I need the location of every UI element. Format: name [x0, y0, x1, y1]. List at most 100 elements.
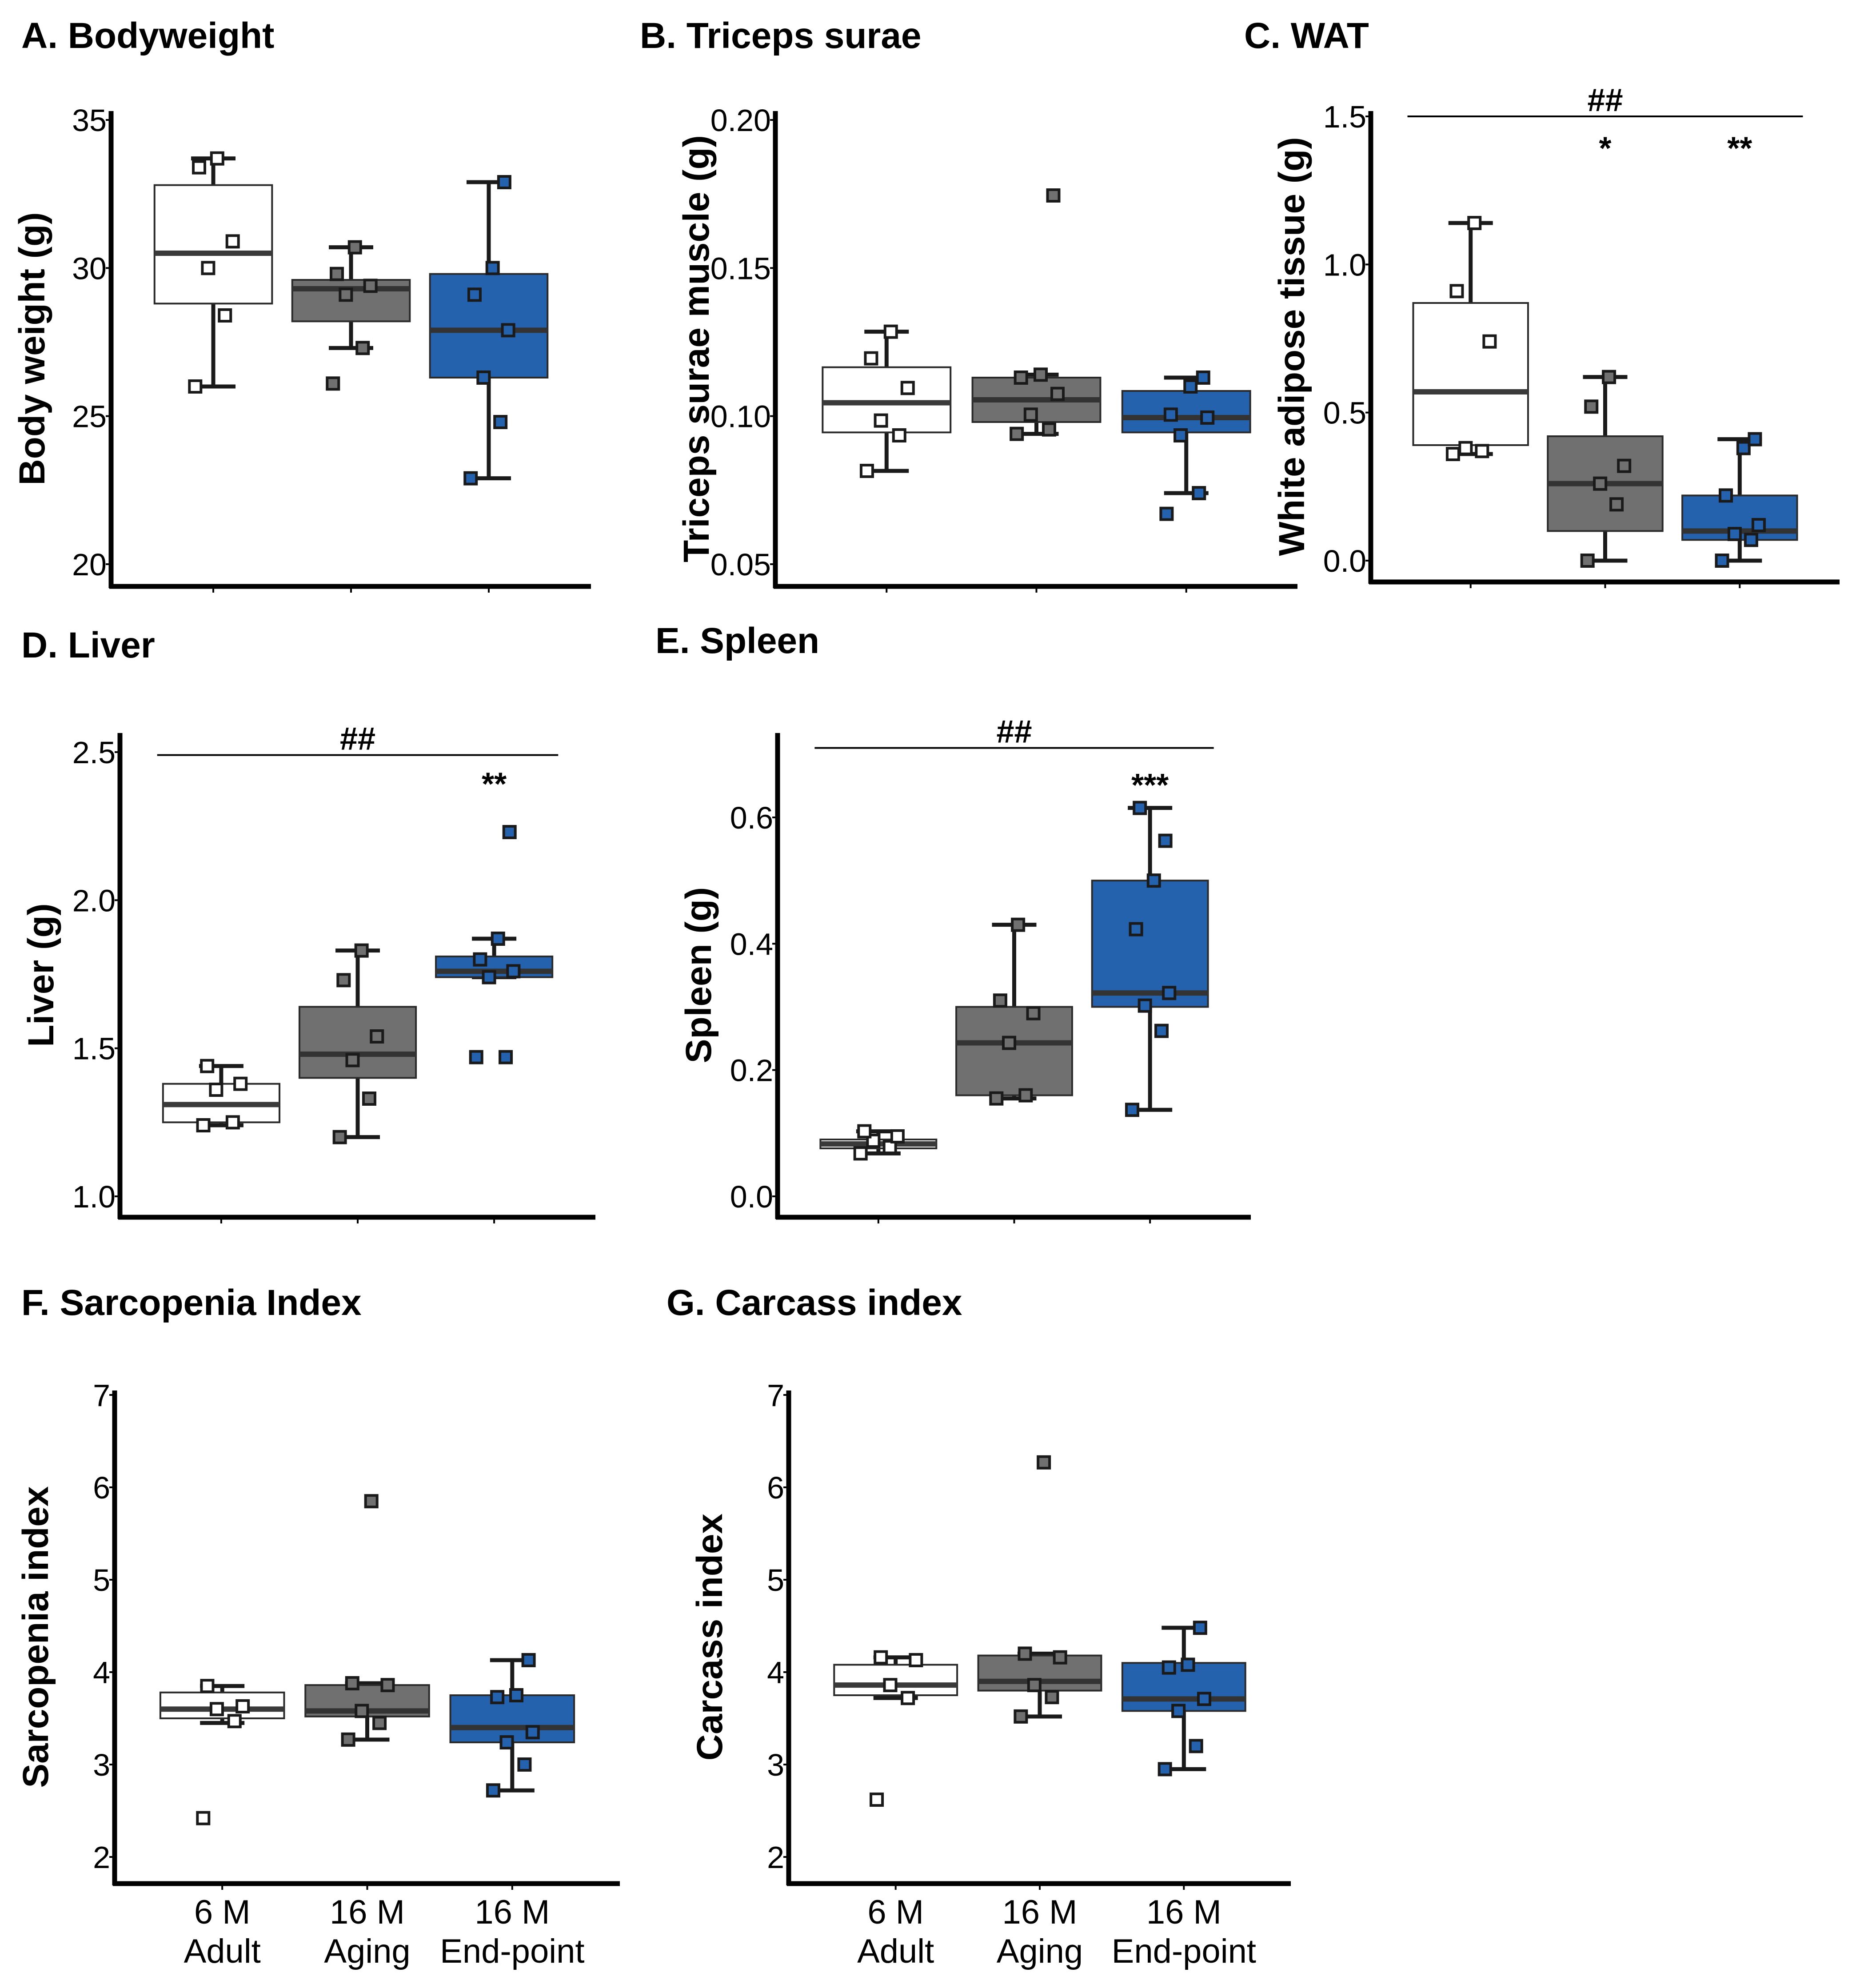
x-category-label: 16 M [1146, 1893, 1221, 1931]
data-point [521, 1653, 536, 1667]
data-point [1197, 1692, 1211, 1706]
data-point [233, 1076, 248, 1091]
panel-c: C. WAT White adipose tissue (g) 0.0 0.5 1.0 1… [1244, 16, 1840, 588]
data-point [502, 825, 517, 839]
box-2 [955, 923, 1073, 1101]
data-point [1033, 367, 1048, 382]
data-point [1736, 441, 1751, 455]
data-point [1584, 399, 1599, 414]
y-tick-label: 0.6 [730, 801, 773, 835]
y-tick-label: 1.0 [72, 1179, 116, 1214]
data-point [993, 993, 1007, 1008]
x-category-label: 16 M [1002, 1893, 1078, 1931]
data-point [1609, 497, 1624, 512]
y-axis-label: Spleen (g) [679, 887, 719, 1063]
x-category-label: 16 M [475, 1893, 550, 1931]
data-point [188, 379, 203, 394]
panel-title: G. Carcass index [667, 1283, 962, 1323]
data-point [1045, 1690, 1059, 1705]
y-axis-label: Sarcopenia index [16, 1486, 56, 1788]
y-tick-label: 0.5 [1323, 396, 1366, 430]
data-point [490, 1690, 505, 1705]
box-3 [449, 1658, 575, 1793]
data-point [499, 1050, 513, 1064]
data-point [1053, 1650, 1067, 1665]
y-tick-label: 6 [767, 1470, 784, 1505]
box-2 [971, 372, 1102, 436]
data-point [864, 351, 878, 366]
data-point [363, 279, 378, 293]
data-point [218, 308, 232, 323]
data-point [329, 267, 344, 281]
data-point [339, 287, 353, 302]
y-tick-label: 0.05 [710, 547, 771, 582]
significance-star: *** [1131, 768, 1169, 803]
data-point [501, 323, 515, 338]
panel-title: E. Spleen [655, 621, 819, 661]
data-point [1449, 284, 1464, 299]
box-2 [298, 948, 417, 1139]
data-point [1173, 428, 1188, 442]
y-tick-label: 0.2 [730, 1053, 773, 1088]
data-point [469, 1050, 483, 1064]
data-point [1027, 1678, 1042, 1693]
data-point [1023, 407, 1038, 422]
data-point [227, 1714, 242, 1729]
data-point [473, 952, 487, 967]
data-point [225, 234, 240, 249]
data-point [883, 324, 898, 339]
data-point [1018, 1088, 1033, 1103]
data-point [354, 943, 369, 958]
data-point [874, 1650, 888, 1665]
data-point [901, 1691, 915, 1705]
x-category-label: 16 M [330, 1893, 405, 1931]
data-point [1014, 1709, 1028, 1724]
y-tick-label: 0.0 [1323, 544, 1366, 578]
data-point [332, 1130, 347, 1144]
box-iqr [153, 184, 273, 305]
box-3 [429, 180, 549, 481]
y-tick-label: 3 [93, 1748, 110, 1782]
data-point [476, 371, 491, 385]
data-point [196, 1118, 211, 1132]
data-point [1744, 533, 1758, 547]
data-point [900, 381, 915, 395]
data-point [1482, 334, 1497, 349]
data-point [1445, 447, 1460, 461]
data-point [1125, 1103, 1139, 1117]
data-point [1617, 458, 1632, 473]
data-point [347, 240, 362, 255]
data-point [1593, 476, 1608, 491]
y-tick-label: 20 [72, 547, 107, 582]
data-point [380, 1678, 395, 1693]
data-point [1163, 407, 1178, 422]
data-point [1580, 554, 1595, 568]
data-point [355, 341, 370, 355]
panel-g: G. Carcass index Carcass index 2 3 4 5 6 7 6 MAd… [667, 1283, 1291, 1970]
data-point [362, 1092, 376, 1106]
panel-a: A. Bodyweight Body weight (g) 20 25 30 35 [12, 16, 591, 593]
data-point [1475, 444, 1489, 458]
x-category-sublabel: End-point [1112, 1932, 1256, 1970]
data-point [355, 1704, 369, 1718]
x-category-sublabel: Aging [324, 1932, 410, 1970]
data-point [874, 413, 888, 428]
data-point [882, 1140, 897, 1155]
y-tick-label: 1.0 [1323, 247, 1366, 282]
box-3 [1091, 806, 1209, 1112]
significance-star: ** [482, 767, 507, 802]
panel-title: F. Sarcopenia Index [21, 1283, 362, 1323]
data-point [883, 1678, 898, 1693]
box-1 [1412, 221, 1529, 456]
box-iqr [429, 273, 549, 379]
x-category-sublabel: Adult [857, 1932, 934, 1970]
x-category-sublabel: End-point [440, 1932, 584, 1970]
data-point [1192, 486, 1206, 500]
data-point [1171, 1704, 1186, 1718]
data-point [857, 1124, 872, 1139]
data-point [1133, 801, 1147, 815]
significance-label: ## [996, 714, 1032, 750]
y-tick-label: 0.0 [730, 1179, 773, 1214]
data-point [1183, 379, 1198, 394]
data-point [372, 1716, 387, 1730]
